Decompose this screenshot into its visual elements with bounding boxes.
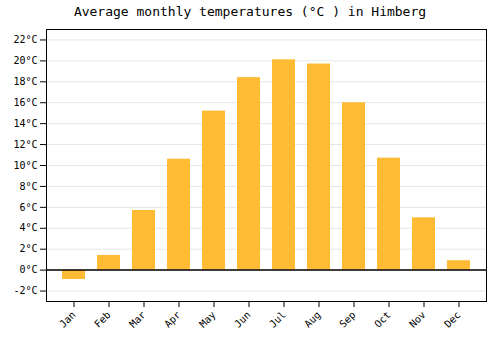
svg-text:Mar: Mar: [127, 309, 148, 330]
svg-text:4°C: 4°C: [19, 222, 37, 233]
svg-text:6°C: 6°C: [19, 202, 37, 213]
svg-text:Jun: Jun: [232, 309, 253, 330]
svg-text:Dec: Dec: [442, 309, 463, 330]
svg-text:2°C: 2°C: [19, 243, 37, 254]
svg-text:20°C: 20°C: [13, 55, 37, 66]
svg-text:Sep: Sep: [337, 309, 358, 330]
svg-text:0°C: 0°C: [19, 264, 37, 275]
svg-text:-2°C: -2°C: [13, 285, 37, 296]
svg-text:Jul: Jul: [267, 309, 288, 330]
svg-text:Feb: Feb: [92, 309, 113, 330]
svg-text:Nov: Nov: [407, 309, 428, 330]
svg-text:Oct: Oct: [372, 309, 393, 330]
html-text:Average monthly temperatures (: Average monthly temperatures (°C ) in Hi…: [73, 4, 427, 19]
svg-text:Apr: Apr: [162, 309, 183, 330]
svg-text:May: May: [197, 309, 218, 330]
svg-text:10°C: 10°C: [13, 160, 37, 171]
svg-text:8°C: 8°C: [19, 181, 37, 192]
svg-text:12°C: 12°C: [13, 139, 37, 150]
svg-text:Aug: Aug: [302, 309, 323, 330]
svg-text:18°C: 18°C: [13, 76, 37, 87]
svg-text:14°C: 14°C: [13, 118, 37, 129]
svg-text:22°C: 22°C: [13, 34, 37, 45]
svg-text:Jan: Jan: [57, 309, 78, 330]
svg-text:16°C: 16°C: [13, 97, 37, 108]
